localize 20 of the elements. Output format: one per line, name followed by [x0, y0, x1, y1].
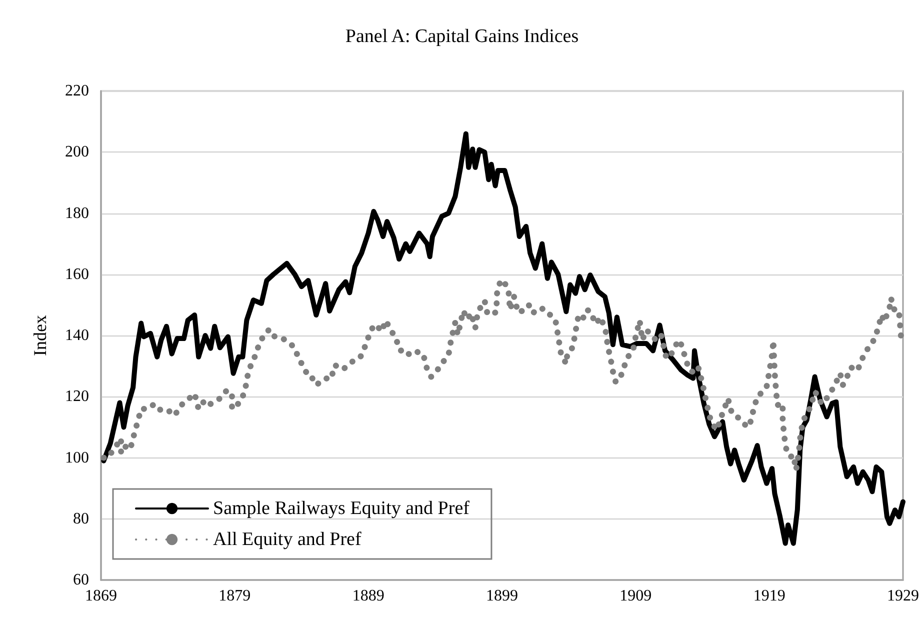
y-tick-label: 180	[65, 204, 89, 222]
y-tick-label: 60	[73, 572, 89, 588]
y-tick-label: 140	[65, 327, 89, 344]
legend-label: Sample Railways Equity and Pref	[213, 498, 470, 519]
y-tick-label: 200	[65, 144, 89, 161]
x-tick-label: 1899	[486, 588, 518, 604]
y-tick-label: 120	[65, 388, 89, 406]
x-tick-label: 1909	[620, 588, 652, 604]
x-tick-label: 1889	[352, 588, 384, 604]
x-tick-label: 1879	[218, 588, 251, 604]
y-axis-title: Index	[30, 315, 50, 356]
y-tick-label: 80	[73, 510, 89, 528]
y-tick-label: 220	[65, 82, 89, 100]
legend-label: All Equity and Pref	[213, 529, 362, 550]
x-tick-label: 1869	[85, 588, 117, 604]
y-tick-label: 100	[65, 449, 89, 466]
y-tick-label: 160	[65, 266, 89, 283]
x-tick-label: 1919	[753, 588, 786, 604]
chart-title: Panel A: Capital Gains Indices	[345, 26, 579, 47]
x-tick-label: 1929	[887, 588, 919, 604]
